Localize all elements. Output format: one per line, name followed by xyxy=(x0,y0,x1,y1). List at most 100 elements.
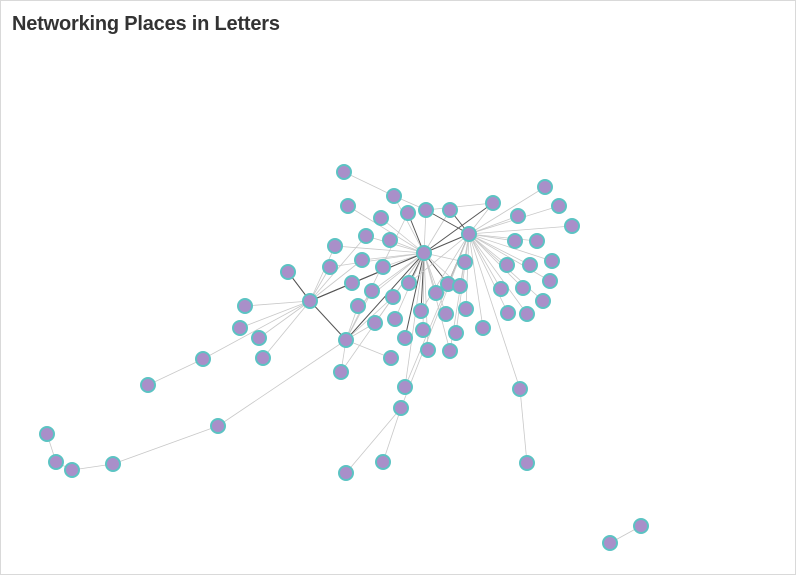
graph-node[interactable] xyxy=(507,233,523,249)
graph-edge xyxy=(404,252,425,388)
graph-node[interactable] xyxy=(551,198,567,214)
graph-edge xyxy=(334,245,425,254)
graph-node[interactable] xyxy=(413,303,429,319)
graph-node[interactable] xyxy=(519,455,535,471)
graph-node[interactable] xyxy=(564,218,580,234)
graph-node[interactable] xyxy=(105,456,121,472)
graph-node[interactable] xyxy=(140,377,156,393)
graph-node[interactable] xyxy=(375,454,391,470)
graph-node[interactable] xyxy=(350,298,366,314)
graph-node[interactable] xyxy=(397,379,413,395)
graph-edge xyxy=(468,233,509,314)
graph-node[interactable] xyxy=(358,228,374,244)
graph-node[interactable] xyxy=(373,210,389,226)
graph-edge xyxy=(423,209,451,254)
graph-node[interactable] xyxy=(420,342,436,358)
graph-node[interactable] xyxy=(461,226,477,242)
graph-node[interactable] xyxy=(386,188,402,204)
graph-node[interactable] xyxy=(544,253,560,269)
graph-edge xyxy=(468,233,528,315)
graph-node[interactable] xyxy=(344,275,360,291)
graph-node[interactable] xyxy=(542,273,558,289)
graph-node[interactable] xyxy=(232,320,248,336)
graph-edge xyxy=(244,300,311,307)
graph-node[interactable] xyxy=(512,381,528,397)
graph-node[interactable] xyxy=(237,298,253,314)
graph-edge xyxy=(345,252,425,341)
graph-edge xyxy=(425,202,494,211)
graph-node[interactable] xyxy=(251,330,267,346)
graph-node[interactable] xyxy=(493,281,509,297)
graph-edge xyxy=(309,300,347,341)
graph-node[interactable] xyxy=(340,198,356,214)
graph-node[interactable] xyxy=(255,350,271,366)
graph-node[interactable] xyxy=(48,454,64,470)
graph-node[interactable] xyxy=(535,293,551,309)
graph-node[interactable] xyxy=(64,462,80,478)
graph-node[interactable] xyxy=(322,259,338,275)
graph-node[interactable] xyxy=(529,233,545,249)
graph-edge xyxy=(380,217,425,254)
graph-node[interactable] xyxy=(428,285,444,301)
graph-node[interactable] xyxy=(602,535,618,551)
graph-node[interactable] xyxy=(416,245,432,261)
graph-node[interactable] xyxy=(393,400,409,416)
graph-node[interactable] xyxy=(438,306,454,322)
graph-node[interactable] xyxy=(385,289,401,305)
graph-node[interactable] xyxy=(499,257,515,273)
graph-edge xyxy=(468,186,546,235)
graph-node[interactable] xyxy=(418,202,434,218)
graph-node[interactable] xyxy=(397,330,413,346)
graph-node[interactable] xyxy=(475,320,491,336)
graph-node[interactable] xyxy=(354,252,370,268)
graph-node[interactable] xyxy=(375,259,391,275)
graph-edge xyxy=(345,339,392,359)
graph-node[interactable] xyxy=(387,311,403,327)
graph-node[interactable] xyxy=(336,164,352,180)
graph-node[interactable] xyxy=(364,283,380,299)
graph-edge xyxy=(309,245,336,302)
graph-node[interactable] xyxy=(442,343,458,359)
graph-edge xyxy=(423,252,451,352)
graph-node[interactable] xyxy=(522,257,538,273)
graph-node[interactable] xyxy=(452,278,468,294)
graph-edge xyxy=(309,235,367,302)
graph-node[interactable] xyxy=(442,202,458,218)
graph-node[interactable] xyxy=(401,275,417,291)
graph-node[interactable] xyxy=(39,426,55,442)
graph-node[interactable] xyxy=(367,315,383,331)
graph-edge xyxy=(393,195,425,254)
graph-node[interactable] xyxy=(510,208,526,224)
graph-node[interactable] xyxy=(327,238,343,254)
graph-node[interactable] xyxy=(338,332,354,348)
graph-edge xyxy=(382,407,402,463)
graph-edge xyxy=(112,425,219,465)
graph-node[interactable] xyxy=(448,325,464,341)
graph-edge xyxy=(423,233,470,254)
graph-node[interactable] xyxy=(415,322,431,338)
graph-node[interactable] xyxy=(500,305,516,321)
graph-node[interactable] xyxy=(383,350,399,366)
graph-node[interactable] xyxy=(537,179,553,195)
graph-node[interactable] xyxy=(458,301,474,317)
graph-node[interactable] xyxy=(485,195,501,211)
graph-node[interactable] xyxy=(302,293,318,309)
graph-node[interactable] xyxy=(633,518,649,534)
graph-edge xyxy=(262,300,311,359)
node-layer xyxy=(39,164,649,551)
graph-node[interactable] xyxy=(338,465,354,481)
graph-node[interactable] xyxy=(400,205,416,221)
graph-node[interactable] xyxy=(195,351,211,367)
graph-node[interactable] xyxy=(210,418,226,434)
graph-node[interactable] xyxy=(333,364,349,380)
graph-node[interactable] xyxy=(515,280,531,296)
graph-node[interactable] xyxy=(280,264,296,280)
graph-node[interactable] xyxy=(519,306,535,322)
page-title: Networking Places in Letters xyxy=(12,13,280,35)
graph-node[interactable] xyxy=(382,232,398,248)
graph-edge xyxy=(468,233,538,242)
graph-edge xyxy=(329,252,425,268)
graph-node[interactable] xyxy=(457,254,473,270)
